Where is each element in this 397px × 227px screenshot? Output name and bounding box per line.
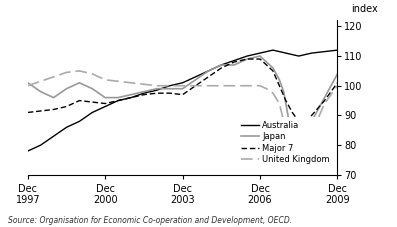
United Kingdom xyxy=(335,84,340,87)
Australia xyxy=(27,149,32,151)
Japan xyxy=(25,81,30,84)
Text: Source: Organisation for Economic Co-operation and Development, OECD.: Source: Organisation for Economic Co-ope… xyxy=(8,216,292,225)
Australia xyxy=(40,142,45,145)
Major 7 xyxy=(296,120,301,123)
United Kingdom xyxy=(296,165,301,167)
Japan xyxy=(262,59,267,61)
United Kingdom xyxy=(318,112,323,115)
Legend: Australia, Japan, Major 7, United Kingdom: Australia, Japan, Major 7, United Kingdo… xyxy=(237,117,333,168)
United Kingdom xyxy=(271,92,276,94)
Australia xyxy=(271,49,276,52)
Japan xyxy=(335,72,340,75)
Major 7 xyxy=(27,111,32,114)
Major 7 xyxy=(271,69,276,72)
Major 7 xyxy=(204,77,209,80)
United Kingdom xyxy=(27,84,32,86)
United Kingdom xyxy=(262,86,267,89)
Japan xyxy=(204,71,209,74)
Japan xyxy=(258,55,262,57)
United Kingdom xyxy=(77,69,82,72)
Japan xyxy=(296,162,301,164)
Major 7 xyxy=(318,104,323,107)
Line: Japan: Japan xyxy=(28,56,337,163)
Japan xyxy=(27,83,32,86)
United Kingdom xyxy=(206,84,211,87)
Japan xyxy=(40,91,45,94)
United Kingdom xyxy=(25,84,30,87)
Major 7 xyxy=(40,109,45,112)
Australia xyxy=(25,150,30,152)
Line: United Kingdom: United Kingdom xyxy=(28,71,337,166)
Major 7 xyxy=(262,62,267,64)
Australia xyxy=(335,49,340,52)
Line: Australia: Australia xyxy=(28,50,337,151)
Japan xyxy=(271,67,276,69)
Australia xyxy=(316,51,320,54)
Australia xyxy=(260,51,264,54)
Line: Major 7: Major 7 xyxy=(28,59,337,121)
Text: index: index xyxy=(351,4,378,14)
Australia xyxy=(268,49,273,52)
Major 7 xyxy=(25,111,30,114)
Major 7 xyxy=(245,58,249,60)
Japan xyxy=(318,104,323,107)
Australia xyxy=(204,71,209,73)
Major 7 xyxy=(335,81,340,84)
United Kingdom xyxy=(40,79,45,82)
